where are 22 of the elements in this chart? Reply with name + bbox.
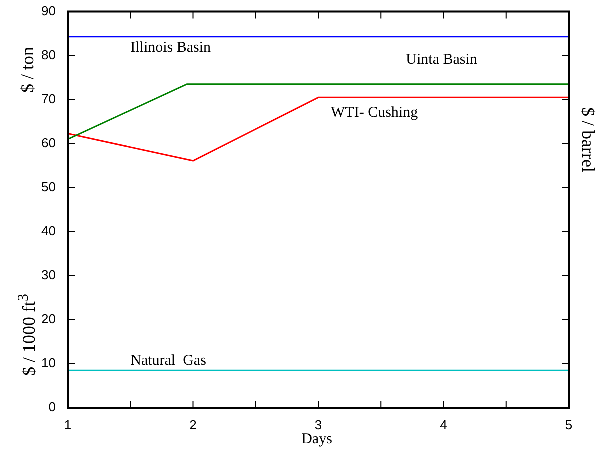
y-tick-label: 10: [42, 356, 56, 371]
x-tick-label: 1: [64, 417, 72, 432]
x-axis-title: Days: [302, 432, 332, 448]
y-tick-label: 0: [48, 400, 56, 415]
series-label: WTI- Cushing: [331, 104, 419, 121]
series-label: Natural Gas: [130, 352, 207, 369]
x-tick-label: 2: [190, 417, 197, 432]
y-tick-label: 30: [42, 268, 56, 283]
y-tick-label: 60: [42, 135, 56, 150]
x-tick-label: 4: [440, 417, 448, 432]
y-tick-label: 90: [42, 3, 56, 18]
y-tick-label: 40: [42, 223, 56, 238]
series-label: Uinta Basin: [406, 52, 478, 68]
y-tick-label: 70: [42, 91, 56, 106]
y2-axis-title: $ / barrel: [578, 108, 598, 172]
y-tick-label: 50: [42, 179, 56, 194]
x-tick-label: 5: [565, 417, 573, 432]
y-axis-title: $ / ton: [18, 46, 38, 94]
y-tick-label: 80: [42, 47, 56, 62]
y-tick-label: 20: [42, 312, 56, 327]
x-tick-label: 3: [314, 417, 322, 432]
series-label: Illinois Basin: [130, 40, 212, 56]
